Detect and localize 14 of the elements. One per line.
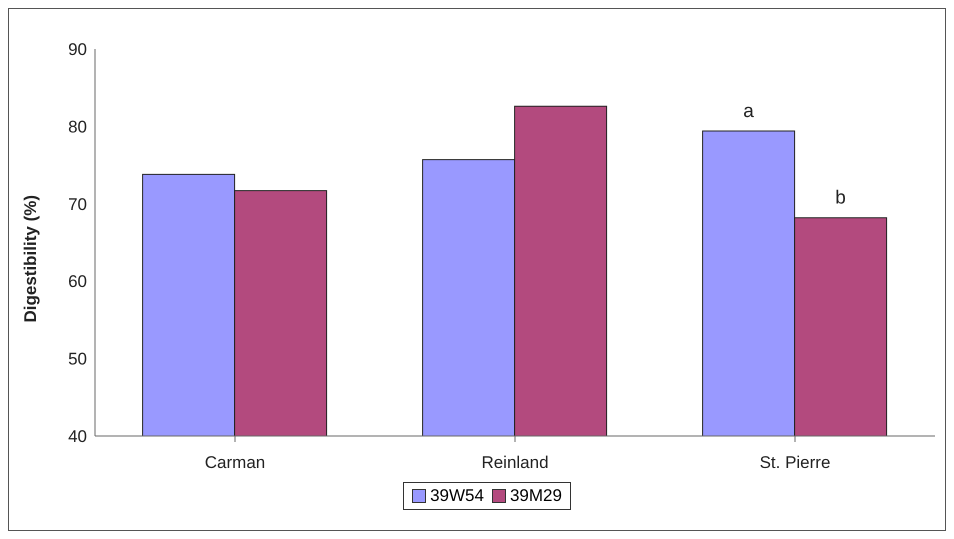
y-tick-label: 40 <box>68 427 87 446</box>
x-tick-label: St. Pierre <box>760 453 830 472</box>
legend-label: 39W54 <box>429 486 484 506</box>
x-tick-label: Reinland <box>481 453 549 472</box>
y-tick-label: 60 <box>68 272 87 292</box>
x-tick-label: Carman <box>204 453 266 472</box>
annotation: a <box>743 101 754 122</box>
annotation: b <box>835 188 846 209</box>
y-axis-title: Digestibility (%) <box>21 194 40 322</box>
y-tick-label: 80 <box>68 117 87 136</box>
y-tick-label: 50 <box>68 350 87 369</box>
y-tick-label: 70 <box>68 194 87 214</box>
legend-label: 39M29 <box>508 486 562 506</box>
y-tick-label: 90 <box>68 40 87 60</box>
